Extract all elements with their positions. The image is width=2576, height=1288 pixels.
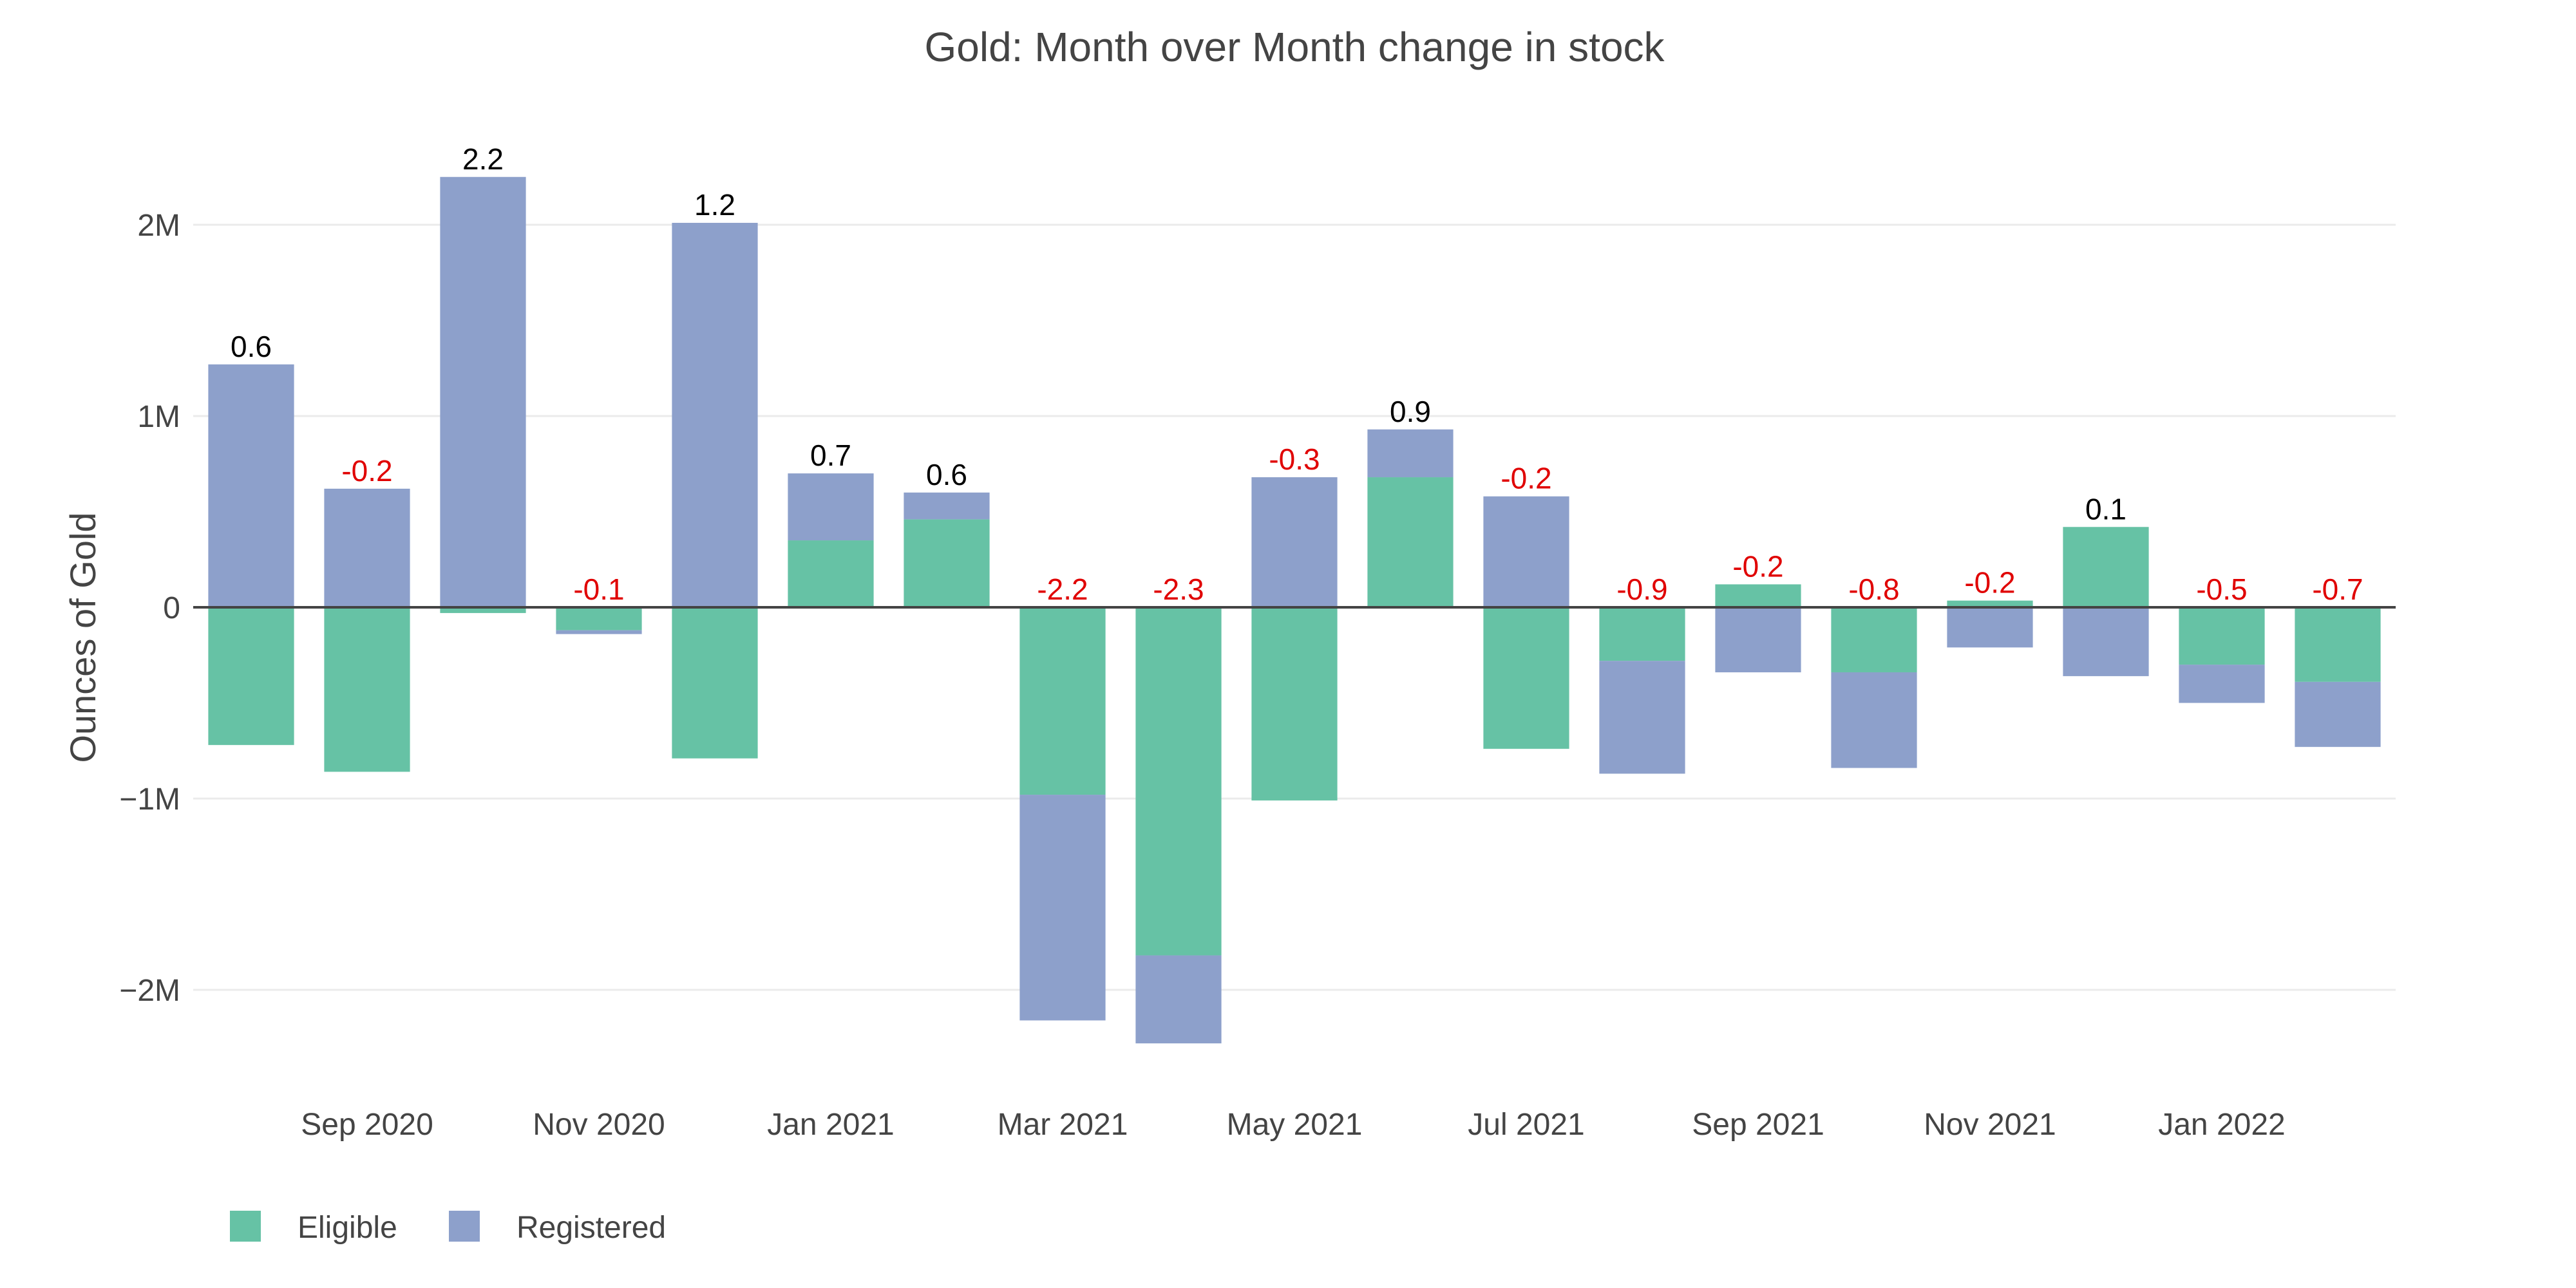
bar-eligible xyxy=(788,540,874,607)
bar-eligible xyxy=(904,519,990,607)
bar-registered xyxy=(1715,607,1801,672)
bar-eligible xyxy=(1947,600,2033,607)
bar-registered xyxy=(1483,496,1569,607)
x-tick-label: Jan 2021 xyxy=(767,1108,895,1142)
bar-eligible xyxy=(1251,607,1338,800)
bar-registered xyxy=(556,630,642,634)
data-label: -0.3 xyxy=(1269,442,1320,476)
bar-eligible xyxy=(1135,607,1222,956)
bar-eligible xyxy=(672,607,758,759)
x-axis-ticks: Sep 2020 Nov 2020 Jan 2021 Mar 2021 May 2021… xyxy=(301,1108,2286,1142)
chart-title: Gold: Month over Month change in stock xyxy=(924,24,1665,70)
data-label: 0.9 xyxy=(1390,395,1431,428)
data-label: 0.7 xyxy=(810,439,851,472)
bar-registered xyxy=(440,176,526,607)
bars xyxy=(208,176,2381,1044)
data-label: 0.6 xyxy=(231,330,272,363)
data-label: 0.1 xyxy=(2085,492,2126,526)
data-label: -2.3 xyxy=(1153,573,1204,606)
y-axis-label: Ounces of Gold xyxy=(62,512,103,762)
data-labels: 0.6 -0.2 2.2 -0.1 1.2 0.7 0.6 -2.2 -2.3 -0.3 0.9 -0… xyxy=(231,142,2363,606)
x-tick-label: Jul 2021 xyxy=(1468,1108,1584,1142)
data-label: -0.2 xyxy=(341,454,392,488)
x-tick-label: Sep 2021 xyxy=(1692,1108,1824,1142)
x-tick-label: Jan 2022 xyxy=(2158,1108,2286,1142)
bar-eligible xyxy=(1367,477,1454,607)
y-axis-ticks: −2M −1M 0 1M 2M xyxy=(119,209,180,1008)
bar-eligible xyxy=(2179,607,2265,665)
bar-eligible xyxy=(440,607,526,613)
y-tick-label: −1M xyxy=(119,782,180,817)
data-label: -0.8 xyxy=(1848,573,1899,606)
legend-label-registered: Registered xyxy=(516,1211,666,1245)
grid-lines xyxy=(193,223,2396,991)
bar-eligible xyxy=(1483,607,1569,749)
x-tick-label: Sep 2020 xyxy=(301,1108,433,1142)
bar-registered xyxy=(2063,607,2149,676)
data-label: -0.2 xyxy=(1964,566,2015,600)
bar-eligible xyxy=(1599,607,1685,661)
y-tick-label: 1M xyxy=(137,400,180,434)
legend-swatch-eligible xyxy=(230,1211,261,1242)
bar-registered xyxy=(2179,665,2265,703)
data-label: 1.2 xyxy=(694,188,735,222)
data-label: 0.6 xyxy=(926,458,967,491)
bar-registered xyxy=(788,473,874,541)
legend-swatch-registered xyxy=(449,1211,480,1242)
data-label: -0.9 xyxy=(1616,573,1667,606)
bar-registered xyxy=(208,364,294,607)
legend: Eligible Registered xyxy=(230,1211,666,1245)
bar-registered xyxy=(1019,795,1106,1021)
bar-registered xyxy=(1947,607,2033,648)
bar-eligible xyxy=(1831,607,1917,672)
bar-registered xyxy=(1367,429,1454,478)
bar-eligible xyxy=(1715,584,1801,607)
data-label: -2.2 xyxy=(1037,573,1088,606)
bar-eligible xyxy=(2295,607,2381,682)
data-label: -0.5 xyxy=(2196,573,2247,606)
bar-eligible xyxy=(556,607,642,630)
x-tick-label: Mar 2021 xyxy=(998,1108,1128,1142)
y-tick-label: −2M xyxy=(119,974,180,1008)
bar-registered xyxy=(1599,661,1685,774)
data-label: -0.1 xyxy=(573,573,624,606)
bar-eligible xyxy=(324,607,410,772)
bar-registered xyxy=(324,488,410,607)
data-label: -0.2 xyxy=(1501,462,1551,495)
bar-eligible xyxy=(208,607,294,745)
bar-registered xyxy=(1251,477,1338,607)
data-label: 2.2 xyxy=(462,142,504,176)
data-label: -0.7 xyxy=(2312,573,2363,606)
legend-label-eligible: Eligible xyxy=(298,1211,397,1245)
bar-eligible xyxy=(1019,607,1106,795)
bar-registered xyxy=(2295,681,2381,747)
bar-eligible xyxy=(2063,527,2149,607)
y-tick-label: 0 xyxy=(163,591,180,625)
x-tick-label: May 2021 xyxy=(1227,1108,1363,1142)
data-label: -0.2 xyxy=(1732,549,1783,583)
bar-registered xyxy=(672,223,758,607)
bar-registered xyxy=(1135,955,1222,1044)
x-tick-label: Nov 2021 xyxy=(1924,1108,2056,1142)
bar-registered xyxy=(904,492,990,520)
bar-registered xyxy=(1831,672,1917,768)
y-tick-label: 2M xyxy=(137,209,180,243)
x-tick-label: Nov 2020 xyxy=(533,1108,665,1142)
